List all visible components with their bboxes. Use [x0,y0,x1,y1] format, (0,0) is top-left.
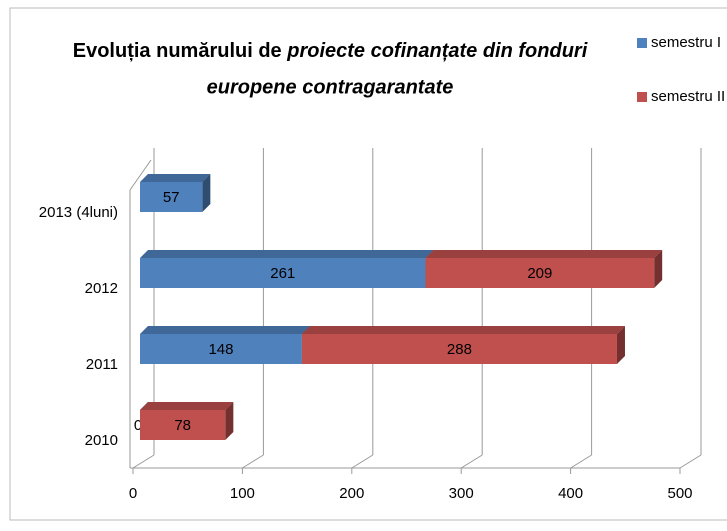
legend-swatch [637,38,647,48]
bar-top [140,250,434,258]
bar-top [301,326,625,334]
title-part: proiecte cofinanțate din fonduri [286,40,587,62]
bar-side [202,174,211,212]
chart-title: Evoluția numărului de proiecte cofinanța… [73,40,588,62]
x-tick-label: 0 [129,485,137,502]
value-label: 209 [527,265,552,282]
bar-top [140,326,310,334]
legend-label: semestru I [651,34,721,51]
grid-line [570,454,592,469]
bar-side [225,402,234,440]
legend-swatch [637,92,647,102]
bar-top [425,250,663,258]
grid-line [132,454,155,469]
y-tick-label: 2012 [85,280,118,297]
grid-line [351,454,374,469]
value-label: 0 [134,417,142,434]
value-label: 57 [163,189,180,206]
bar-top [140,174,211,182]
bar-side [654,250,663,288]
x-tick-label: 200 [339,485,364,502]
chart-title: europene contragarantate [207,76,454,98]
grid-line [460,454,483,469]
y-tick-label: 2011 [86,356,118,373]
legend-label: semestru II [651,88,725,105]
bar [140,410,226,440]
value-label: 148 [208,341,233,358]
x-tick-label: 500 [667,485,692,502]
grid-line [242,454,264,469]
y-tick-label: 2010 [85,432,118,449]
x-tick-label: 100 [230,485,255,502]
bar [425,258,655,288]
y-tick-label: 2013 (4luni) [39,204,118,221]
grid-line [679,454,702,469]
bar [140,258,426,288]
axis-wall [129,159,152,191]
value-label: 288 [447,341,472,358]
bar [140,334,302,364]
value-label: 261 [270,265,295,282]
title-part: Evoluția numărului de [73,40,282,62]
bar-top [140,402,234,410]
bar-side [616,326,625,364]
value-label: 78 [174,417,191,434]
bar [301,334,617,364]
x-tick-label: 300 [449,485,474,502]
x-tick-label: 400 [558,485,583,502]
bar [140,182,203,212]
